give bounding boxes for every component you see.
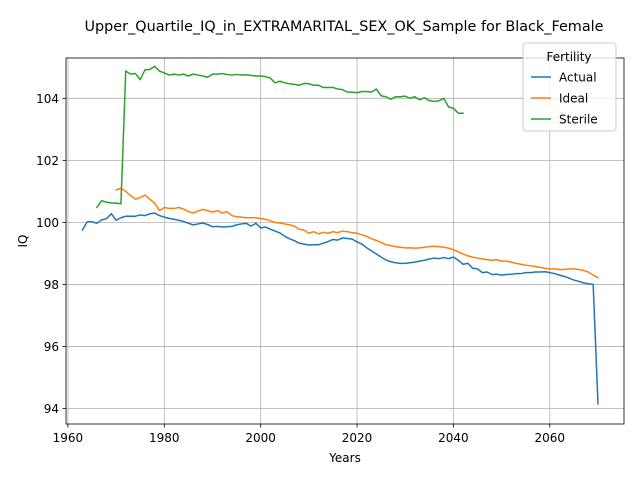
y-tick-label: 94 [44, 402, 59, 416]
legend-entries: Actual Ideal Sterile [531, 71, 598, 127]
plot-area-frame [65, 57, 625, 425]
legend: Fertility Actual Ideal Sterile [522, 42, 617, 132]
legend-label-ideal: Ideal [559, 92, 588, 106]
chart-title: Upper_Quartile_IQ_in_EXTRAMARITAL_SEX_OK… [85, 19, 604, 35]
y-tick-label: 100 [36, 216, 59, 230]
x-tick-label: 1960 [53, 431, 84, 445]
legend-label-actual: Actual [559, 71, 597, 85]
legend-box [522, 42, 617, 132]
y-tick-label: 102 [36, 154, 59, 168]
x-axis: 1960 1980 2000 2020 2040 2060 [53, 424, 565, 445]
legend-label-sterile: Sterile [559, 113, 598, 127]
series-line-sterile [95, 65, 464, 209]
y-axis-label: IQ [16, 235, 30, 248]
x-axis-label: Years [328, 451, 361, 465]
grid-lines [66, 58, 624, 424]
x-tick-label: 2040 [438, 431, 469, 445]
y-tick-label: 104 [36, 92, 59, 106]
x-tick-label: 1980 [149, 431, 180, 445]
series-line-ideal [115, 187, 599, 279]
x-tick-label: 2000 [245, 431, 276, 445]
series-layer [81, 65, 599, 405]
y-tick-label: 98 [44, 278, 59, 292]
x-tick-label: 2020 [342, 431, 373, 445]
x-tick-label: 2060 [535, 431, 566, 445]
y-axis: 94 96 98 100 102 104 [36, 92, 66, 416]
series-line-actual [81, 212, 599, 405]
y-tick-label: 96 [44, 340, 59, 354]
legend-title: Fertility [546, 50, 591, 64]
